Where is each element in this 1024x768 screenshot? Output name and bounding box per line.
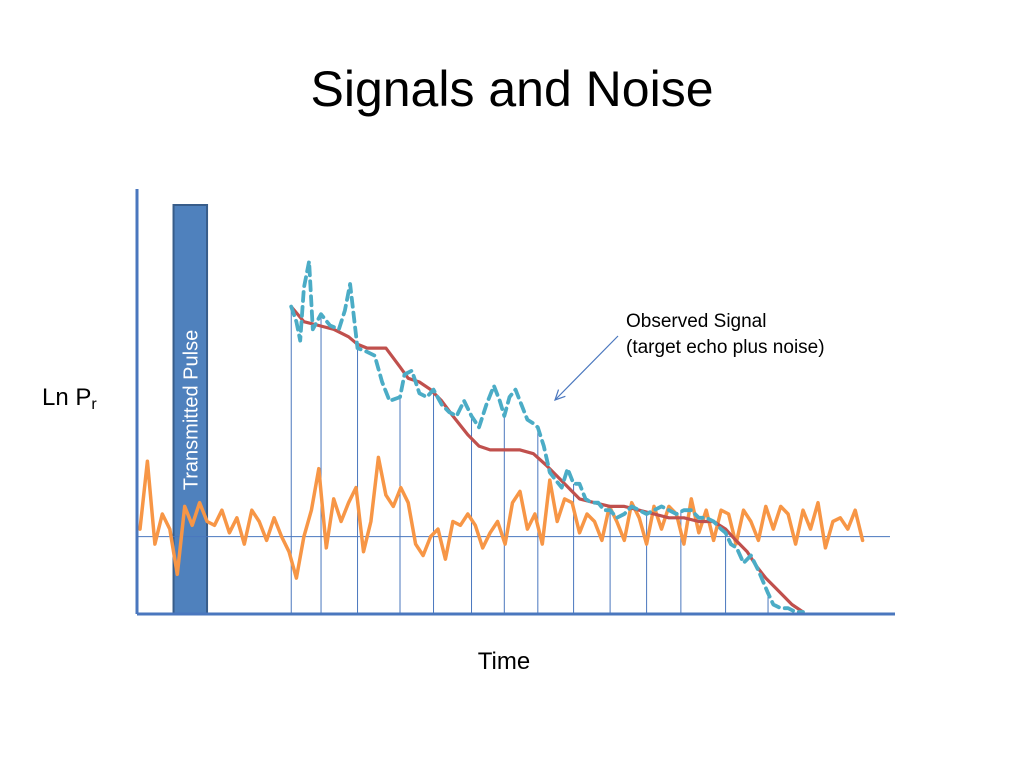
annotation-observed-signal: Observed Signal (target echo plus noise) <box>626 309 825 361</box>
annotation-line-1: Observed Signal <box>626 311 767 332</box>
transmitted-pulse-label: Transmitted Pulse <box>180 330 202 490</box>
sample-lines <box>290 306 769 614</box>
noise-line <box>138 455 865 580</box>
y-axis-label: Ln Pr <box>42 384 97 413</box>
annotation-line-2: (target echo plus noise) <box>626 337 825 358</box>
observed-signal-line <box>289 259 805 614</box>
x-axis-label: Time <box>477 648 531 675</box>
y-axis-label-text: Ln P <box>42 384 92 411</box>
y-axis-label-subscript: r <box>91 396 97 413</box>
slide-title: Signals and Noise <box>310 61 714 117</box>
target-echo-line <box>289 305 805 614</box>
annotation-arrow-head <box>554 389 566 401</box>
series-lines <box>138 259 865 614</box>
annotation-arrow-shaft <box>554 335 619 401</box>
annotation-arrow <box>554 335 619 401</box>
